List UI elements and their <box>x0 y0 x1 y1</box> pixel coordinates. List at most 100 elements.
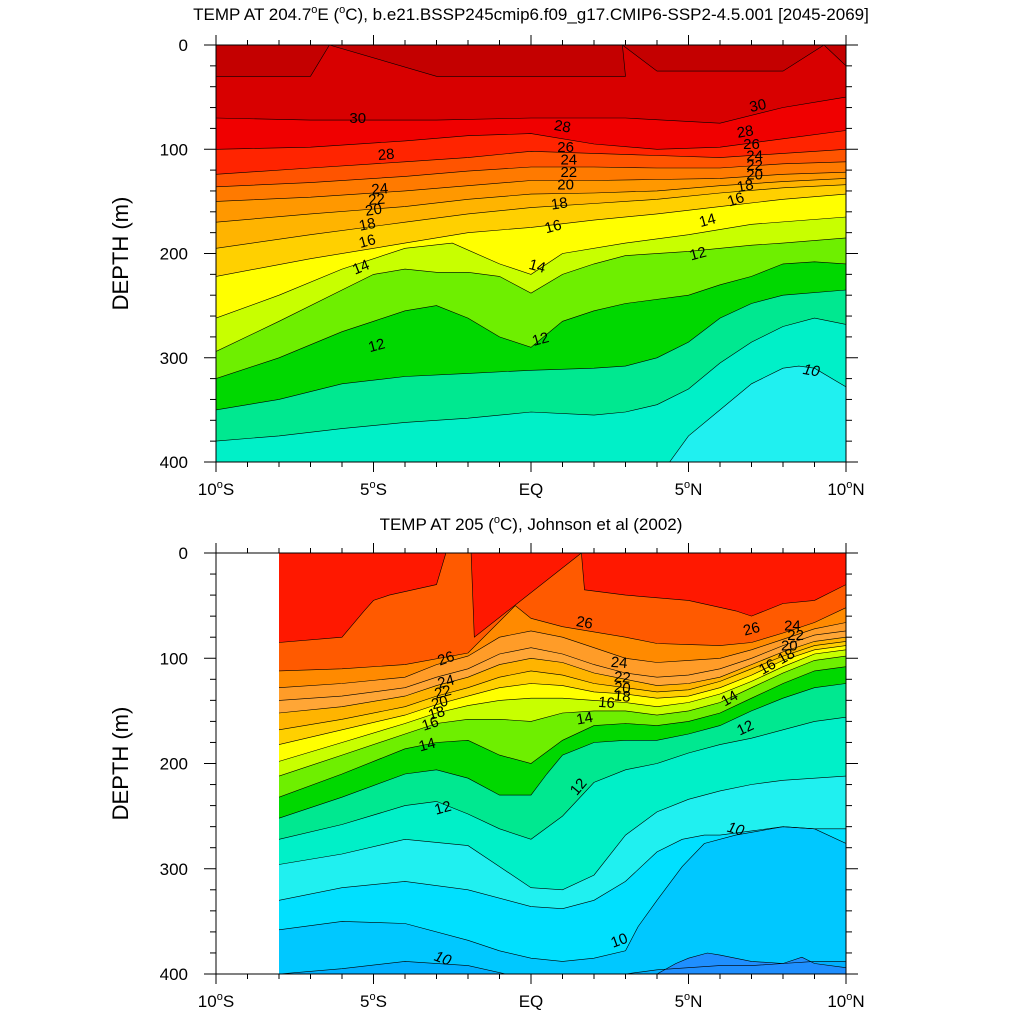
contour-label: 20 <box>746 166 763 183</box>
isotherm-line-20 <box>216 178 846 223</box>
contour-label: 10 <box>802 361 822 381</box>
contour-label: 30 <box>349 110 366 127</box>
contour-label: 26 <box>435 648 456 670</box>
isotherm-line-27 <box>279 605 846 672</box>
contour-label: 24 <box>784 618 801 635</box>
contour-label: 16 <box>420 713 441 734</box>
contour-fill-below-10.5 <box>216 318 846 462</box>
contour-label: 22 <box>746 157 763 174</box>
isotherm-line-14 <box>216 216 846 319</box>
axis-ticks <box>204 35 858 472</box>
y-tick-label: 0 <box>179 544 188 563</box>
contour-label: 14 <box>527 256 548 277</box>
contour-fills <box>279 553 846 974</box>
y-tick-label: 100 <box>160 140 188 159</box>
x-tick-label: EQ <box>519 992 544 1011</box>
y-tick-label: 100 <box>160 649 188 668</box>
isotherm-line-31 <box>216 45 846 77</box>
contour-label: 12 <box>734 717 756 739</box>
contour-label: 10 <box>725 819 746 840</box>
contour-label: 28 <box>553 117 572 137</box>
contour-label: 26 <box>575 613 594 633</box>
contour-label: 18 <box>357 215 377 235</box>
y-tick-label: 400 <box>160 965 188 984</box>
contour-label: 30 <box>748 96 768 116</box>
contour-label: 20 <box>364 201 383 220</box>
contour-label: 18 <box>550 194 569 213</box>
contour-fill-below-10 <box>639 366 846 462</box>
contour-label: 22 <box>787 627 804 644</box>
contour-label: 28 <box>377 146 395 164</box>
x-tick-label: 5oN <box>675 991 703 1011</box>
isotherm-line-13 <box>216 237 846 352</box>
isotherm-line-20 <box>279 645 846 745</box>
contour-label: 20 <box>557 177 574 194</box>
contour-label: 26 <box>557 139 574 156</box>
axis-ticks <box>204 543 858 984</box>
y-axis-label: DEPTH (m) <box>108 197 133 311</box>
contour-label: 18 <box>736 176 755 196</box>
y-tick-label: 200 <box>160 245 188 264</box>
isotherm-line-10.5 <box>216 317 846 442</box>
contour-label: 14 <box>575 709 594 729</box>
contour-label: 12 <box>530 329 551 350</box>
contour-fills <box>216 45 846 462</box>
isotherm-line-9.5 <box>279 961 846 974</box>
isotherm-line-22 <box>216 171 846 202</box>
isotherm-line-10 <box>669 365 846 462</box>
y-tick-label: 200 <box>160 755 188 774</box>
isotherm-line-12 <box>279 716 846 840</box>
isotherm-line-26 <box>279 622 846 688</box>
isotherm-line-10.5 <box>279 826 846 910</box>
contour-label: 14 <box>697 210 718 231</box>
contour-fill-below-10 <box>279 826 846 974</box>
x-tick-label: 10oS <box>198 991 234 1011</box>
isotherm-line-24 <box>216 161 846 188</box>
contour-label: 20 <box>613 679 631 697</box>
contour-label: 18 <box>775 645 798 668</box>
isotherm-line-24 <box>279 636 846 714</box>
isotherm-line-11 <box>216 289 846 411</box>
contour-label: 12 <box>367 335 388 356</box>
contour-label: 14 <box>718 687 741 710</box>
x-tick-label: 10oS <box>198 479 234 499</box>
contour-label: 24 <box>560 152 577 169</box>
isotherm-line-30 <box>216 96 846 124</box>
isotherm-line-16 <box>279 655 846 777</box>
contour-label: 10 <box>609 930 630 952</box>
contour-label: 26 <box>743 136 760 153</box>
isotherm-line-18 <box>216 184 846 249</box>
x-tick-label: 10oN <box>827 479 864 499</box>
contour-label: 16 <box>357 231 378 252</box>
contour-label: 12 <box>433 798 454 819</box>
contour-label: 22 <box>433 682 454 703</box>
isotherm-line-18 <box>279 649 846 762</box>
chart-title: TEMP AT 204.7oE (oC), b.e21.BSSP245cmip6… <box>193 4 869 24</box>
y-tick-label: 400 <box>160 453 188 472</box>
contour-label: 20 <box>430 693 451 714</box>
contour-label: 24 <box>610 654 628 672</box>
contour-label: 22 <box>368 191 386 209</box>
x-tick-label: 5oS <box>360 991 387 1011</box>
contour-label: 16 <box>598 694 616 712</box>
isotherm-line-12 <box>216 261 846 379</box>
contour-label: 16 <box>725 189 746 210</box>
isotherm-line-10 <box>279 826 846 962</box>
contour-label: 20 <box>781 638 798 655</box>
isotherm-line-25 <box>279 630 846 701</box>
y-axis-label: DEPTH (m) <box>108 707 133 821</box>
contour-label: 18 <box>613 687 631 705</box>
contour-label: 24 <box>746 148 763 165</box>
contour-label: 24 <box>371 180 389 198</box>
isotherm-line-28 <box>216 130 846 150</box>
contour-label: 14 <box>417 735 438 756</box>
contour-label: 12 <box>688 244 709 265</box>
y-tick-label: 300 <box>160 860 188 879</box>
isotherm-line-16 <box>216 193 846 277</box>
isotherm-line-26 <box>216 149 846 175</box>
contour-label: 16 <box>543 217 564 238</box>
